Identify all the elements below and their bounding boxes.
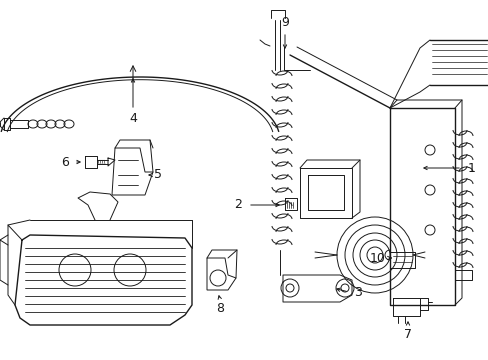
Text: 10: 10 [369,252,385,265]
Text: 3: 3 [353,285,361,298]
Text: 7: 7 [403,328,411,341]
Circle shape [340,284,348,292]
Text: 6: 6 [61,156,69,168]
Text: 5: 5 [154,168,162,181]
Text: 9: 9 [281,15,288,28]
Text: 1: 1 [467,162,475,175]
Text: 8: 8 [216,302,224,315]
Text: 2: 2 [234,198,242,211]
Circle shape [285,284,293,292]
Text: 4: 4 [129,112,137,125]
